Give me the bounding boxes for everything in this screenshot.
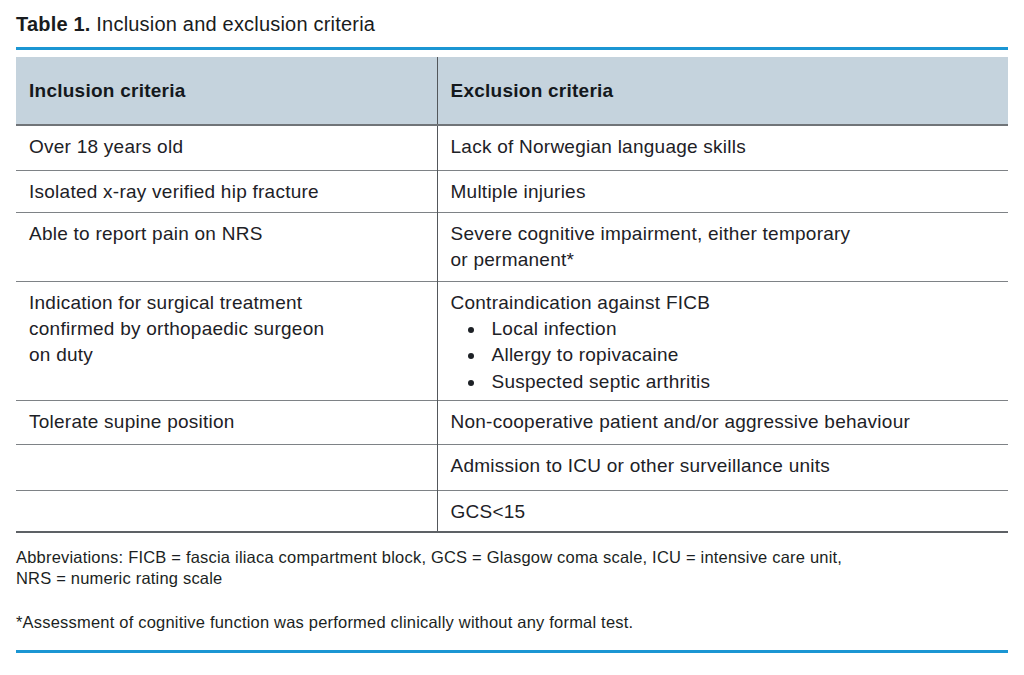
inclusion-cell-text: Over 18 years old (29, 134, 427, 160)
exclusion-cell: Lack of Norwegian language skills (437, 125, 1008, 170)
table-row: Tolerate supine position Non-cooperative… (16, 400, 1008, 444)
table-row: Over 18 years old Lack of Norwegian lang… (16, 125, 1008, 170)
table-row: Indication for surgical treatment confir… (16, 281, 1008, 400)
table-row: Isolated x-ray verified hip fracture Mul… (16, 170, 1008, 212)
inclusion-cell-empty (16, 444, 437, 490)
table-row: Able to report pain on NRS Severe cognit… (16, 212, 1008, 281)
exclusion-cell-text: Multiple injuries (451, 179, 999, 205)
exclusion-cell: Severe cognitive impairment, either temp… (437, 212, 1008, 281)
inclusion-cell: Able to report pain on NRS (16, 212, 437, 281)
abbreviations-note: Abbreviations: FICB = fascia iliaca comp… (16, 547, 1008, 589)
exclusion-bullet-list: Local infection Allergy to ropivacaine S… (451, 316, 999, 396)
top-rule (16, 47, 1008, 50)
inclusion-column-header: Inclusion criteria (16, 57, 437, 125)
inclusion-cell: Tolerate supine position (16, 400, 437, 444)
exclusion-cell: Non-cooperative patient and/or aggressiv… (437, 400, 1008, 444)
table-caption-text: Inclusion and exclusion criteria (96, 13, 375, 35)
inclusion-cell-text: Tolerate supine position (29, 409, 427, 435)
exclusion-cell-text: Contraindication against FICB (451, 290, 999, 316)
exclusion-cell-text: Admission to ICU or other surveillance u… (451, 453, 999, 479)
inclusion-cell-text: Able to report pain on NRS (29, 221, 427, 247)
exclusion-cell-text: GCS<15 (451, 499, 999, 525)
bullet-item: Local infection (486, 316, 999, 343)
asterisk-footnote: *Assessment of cognitive function was pe… (16, 612, 1008, 633)
exclusion-column-header: Exclusion criteria (437, 57, 1008, 125)
table-row: Admission to ICU or other surveillance u… (16, 444, 1008, 490)
bullet-item: Allergy to ropivacaine (486, 342, 999, 369)
table-caption: Table 1. Inclusion and exclusion criteri… (16, 10, 1008, 38)
exclusion-cell: GCS<15 (437, 490, 1008, 532)
inclusion-cell: Over 18 years old (16, 125, 437, 170)
exclusion-cell-text: Severe cognitive impairment, either temp… (451, 221, 999, 273)
criteria-table: Inclusion criteria Exclusion criteria Ov… (16, 57, 1008, 533)
inclusion-cell: Indication for surgical treatment confir… (16, 281, 437, 400)
exclusion-cell-text: Non-cooperative patient and/or aggressiv… (451, 409, 999, 435)
inclusion-cell-empty (16, 490, 437, 532)
bullet-item: Suspected septic arthritis (486, 369, 999, 396)
table-row: GCS<15 (16, 490, 1008, 532)
header-row: Inclusion criteria Exclusion criteria (16, 57, 1008, 125)
exclusion-cell: Contraindication against FICB Local infe… (437, 281, 1008, 400)
inclusion-cell-text: Isolated x-ray verified hip fracture (29, 179, 427, 205)
table-caption-label: Table 1. (16, 13, 91, 35)
inclusion-cell: Isolated x-ray verified hip fracture (16, 170, 437, 212)
exclusion-cell-text: Lack of Norwegian language skills (451, 134, 999, 160)
document-page: Table 1. Inclusion and exclusion criteri… (16, 0, 1008, 653)
exclusion-cell: Multiple injuries (437, 170, 1008, 212)
bottom-rule (16, 650, 1008, 653)
inclusion-cell-text: Indication for surgical treatment confir… (29, 290, 427, 368)
exclusion-cell: Admission to ICU or other surveillance u… (437, 444, 1008, 490)
